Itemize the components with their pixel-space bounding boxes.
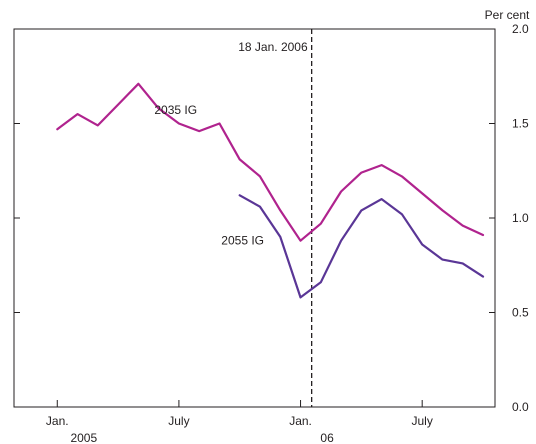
y-tick-label: 0.5 <box>512 306 529 320</box>
year-label: 06 <box>320 431 334 444</box>
x-axis: Jan. July Jan. July 2005 06 <box>46 400 433 444</box>
x-tick-label: July <box>412 414 433 428</box>
x-tick-label: Jan. <box>46 414 69 428</box>
year-label: 2005 <box>70 431 97 444</box>
series-labels: 2035 IG 2055 IG <box>154 103 264 248</box>
y-tick-label: 2.0 <box>512 22 529 36</box>
series-layer <box>56 82 485 299</box>
y-axis: 0.0 0.5 1.0 1.5 2.0 <box>14 22 529 414</box>
series-line-2 <box>238 194 485 299</box>
x-tick-label: July <box>168 414 189 428</box>
annotation-label: 18 Jan. 2006 <box>238 40 308 54</box>
series-line-1 <box>56 82 485 242</box>
plot-frame <box>13 28 496 408</box>
x-tick-label: Jan. <box>289 414 312 428</box>
y-tick-label: 1.5 <box>512 117 529 131</box>
series-label: 2035 IG <box>154 103 197 117</box>
unit-label: Per cent <box>485 8 530 22</box>
y-tick-label: 0.0 <box>512 400 529 414</box>
y-tick-label: 1.0 <box>512 211 529 225</box>
series-label: 2055 IG <box>221 234 264 248</box>
